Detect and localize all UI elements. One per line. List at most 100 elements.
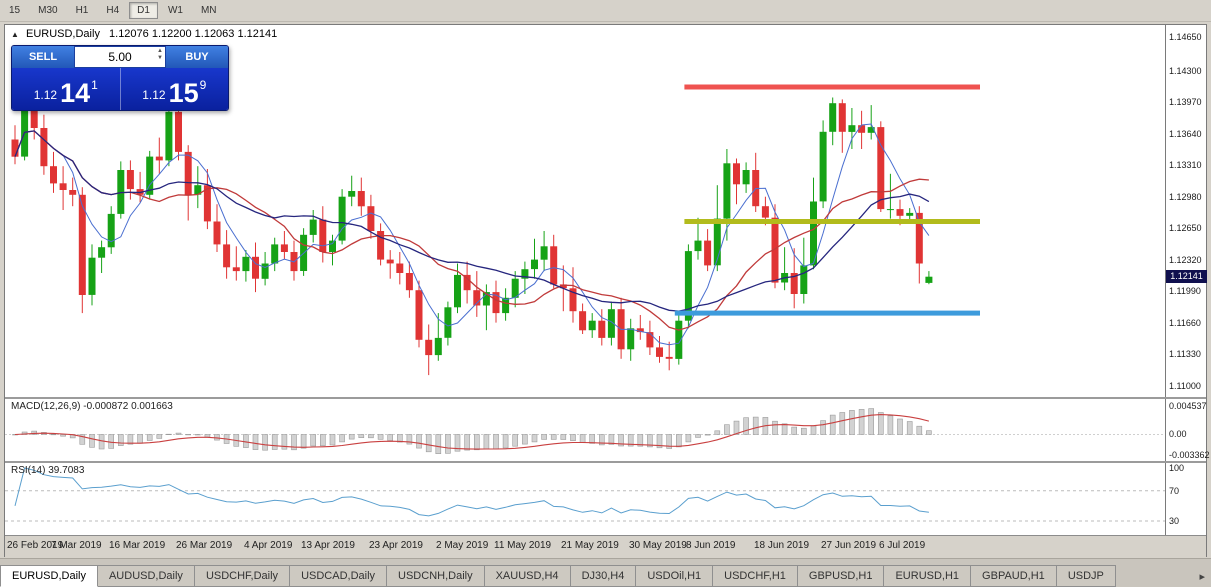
- resistance-level-line[interactable]: [684, 84, 980, 90]
- candle: [59, 166, 67, 210]
- timeframe-H1[interactable]: H1: [75, 5, 89, 16]
- timeframe-W1[interactable]: W1: [167, 5, 183, 16]
- tab-DJ30-H4[interactable]: DJ30,H4: [570, 565, 637, 587]
- price-axis-label: 1.11000: [1169, 380, 1201, 391]
- candle: [444, 301, 452, 346]
- price-axis-label: 1.13970: [1169, 97, 1202, 108]
- tab-USDJP[interactable]: USDJP: [1056, 565, 1116, 587]
- timeframe-M30[interactable]: M30: [38, 5, 58, 16]
- sell-price[interactable]: 1.12 14 1: [12, 68, 120, 110]
- candle: [886, 173, 894, 219]
- candle: [858, 110, 866, 149]
- timeframe-buttons: 15 M30 H1 H4 D1 W1 MN: [0, 2, 225, 19]
- candle: [40, 114, 48, 175]
- tab-XAUUSD-H4[interactable]: XAUUSD,H4: [484, 565, 571, 587]
- tab-AUDUSD-Daily[interactable]: AUDUSD,Daily: [97, 565, 195, 587]
- candle: [386, 250, 394, 279]
- price-axis-label: 1.12650: [1169, 223, 1202, 234]
- rsi-chart[interactable]: [5, 463, 1165, 535]
- candle: [550, 234, 558, 289]
- support-level-line[interactable]: [674, 310, 980, 316]
- tab-strip: EURUSD,Daily AUDUSD,Daily USDCHF,Daily USDC…: [0, 559, 1116, 587]
- candle: [11, 125, 19, 165]
- panel-splitter[interactable]: [5, 397, 1206, 399]
- date-axis-label: 26 Feb 2019: [7, 540, 64, 551]
- tab-USDCHF-Daily[interactable]: USDCHF,Daily: [194, 565, 291, 587]
- collapse-arrow-icon[interactable]: ▲: [11, 30, 19, 39]
- price-divider: [119, 68, 121, 110]
- candle: [569, 267, 577, 323]
- candle: [511, 271, 519, 308]
- volume-field[interactable]: 5.00 ▲ ▼: [75, 47, 165, 67]
- candle: [50, 151, 57, 193]
- candle: [78, 187, 86, 314]
- buy-button[interactable]: BUY: [166, 46, 228, 68]
- date-axis-label: 21 May 2019: [561, 540, 619, 551]
- candle: [194, 166, 202, 209]
- tab-USDOil-H1[interactable]: USDOil,H1: [636, 565, 714, 587]
- candle: [126, 160, 134, 200]
- rsi-label-row: RSI(14) 39.7083: [11, 465, 84, 476]
- candle: [377, 223, 385, 266]
- buy-price[interactable]: 1.12 15 9: [121, 68, 229, 110]
- chart-tab-bar: EURUSD,Daily AUDUSD,Daily USDCHF,Daily USDC…: [0, 558, 1211, 587]
- price-chart[interactable]: [5, 25, 1165, 397]
- volume-decrease-icon[interactable]: ▼: [157, 55, 163, 61]
- candle: [598, 309, 606, 346]
- panel-splitter[interactable]: [5, 461, 1206, 463]
- candle: [540, 231, 548, 272]
- timeframe-MN[interactable]: MN: [200, 5, 217, 16]
- date-axis-border: [5, 535, 1206, 536]
- candle: [656, 336, 663, 363]
- date-axis-label: 6 Jul 2019: [879, 540, 926, 551]
- price-axis-label: 1.14650: [1169, 32, 1202, 43]
- ma-mid-line[interactable]: [14, 130, 929, 331]
- rsi-label: RSI(14): [11, 465, 46, 476]
- date-axis-label: 18 Jun 2019: [754, 540, 810, 551]
- chart-window: ▲ EURUSD,Daily 1.12076 1.12200 1.12063 1…: [4, 24, 1210, 557]
- tab-EURUSD-H1[interactable]: EURUSD,H1: [884, 565, 972, 587]
- macd-plot-area[interactable]: [5, 399, 1165, 461]
- candle: [848, 108, 856, 149]
- price-axis: 1.12141 1.14650 1.14300 1.13970 1.13640 1.13…: [1165, 25, 1210, 535]
- candle: [502, 288, 510, 321]
- candle: [271, 237, 279, 272]
- candle: [117, 161, 125, 219]
- macd-label: MACD(12,26,9): [11, 401, 81, 412]
- chart-symbol-label: EURUSD,Daily: [25, 28, 100, 40]
- date-axis-label: 13 Apr 2019: [301, 540, 355, 551]
- candle: [636, 315, 644, 340]
- pivot-level-line[interactable]: [684, 219, 980, 224]
- sell-button[interactable]: SELL: [12, 46, 74, 68]
- candle: [781, 247, 789, 291]
- chart-ohlc-values: 1.12076 1.12200 1.12063 1.12141: [109, 28, 278, 40]
- candle: [396, 252, 404, 285]
- candle: [107, 206, 115, 254]
- price-axis-label: 1.14300: [1169, 65, 1202, 76]
- buy-price-base: 1.12: [142, 88, 166, 102]
- ma-slow-line[interactable]: [14, 130, 930, 312]
- rsi-plot-area[interactable]: [5, 463, 1165, 535]
- tab-GBPAUD-H1[interactable]: GBPAUD,H1: [971, 565, 1057, 587]
- macd-axis-label: 0.00: [1169, 429, 1187, 440]
- volume-increase-icon[interactable]: ▲: [157, 48, 163, 54]
- candle: [925, 271, 933, 285]
- macd-panel: MACD(12,26,9) -0.000872 0.001663: [5, 399, 1165, 461]
- tab-USDCNH-Daily[interactable]: USDCNH,Daily: [387, 565, 485, 587]
- tab-scroll-right-icon[interactable]: ▸: [1199, 571, 1205, 583]
- macd-chart[interactable]: [5, 399, 1165, 461]
- main-chart-panel: ▲ EURUSD,Daily 1.12076 1.12200 1.12063 1…: [5, 25, 1165, 397]
- timeframe-H4[interactable]: H4: [106, 5, 120, 16]
- tab-GBPUSD-H1[interactable]: GBPUSD,H1: [797, 565, 885, 587]
- candle: [155, 137, 163, 174]
- tab-USDCHF-H1[interactable]: USDCHF,H1: [713, 565, 798, 587]
- timeframe-15[interactable]: 15: [9, 5, 21, 16]
- tab-USDCAD-Daily[interactable]: USDCAD,Daily: [290, 565, 388, 587]
- timeframe-D1[interactable]: D1: [129, 2, 158, 19]
- ma-fast-line[interactable]: [14, 123, 930, 346]
- price-axis-label: 1.13640: [1169, 128, 1202, 139]
- price-plot-area[interactable]: [5, 25, 1165, 397]
- candle: [492, 280, 500, 323]
- date-axis: 26 Feb 2019 7 Mar 2019 16 Mar 2019 26 Mar 2…: [5, 536, 1206, 557]
- tab-EURUSD-Daily[interactable]: EURUSD,Daily: [0, 565, 98, 587]
